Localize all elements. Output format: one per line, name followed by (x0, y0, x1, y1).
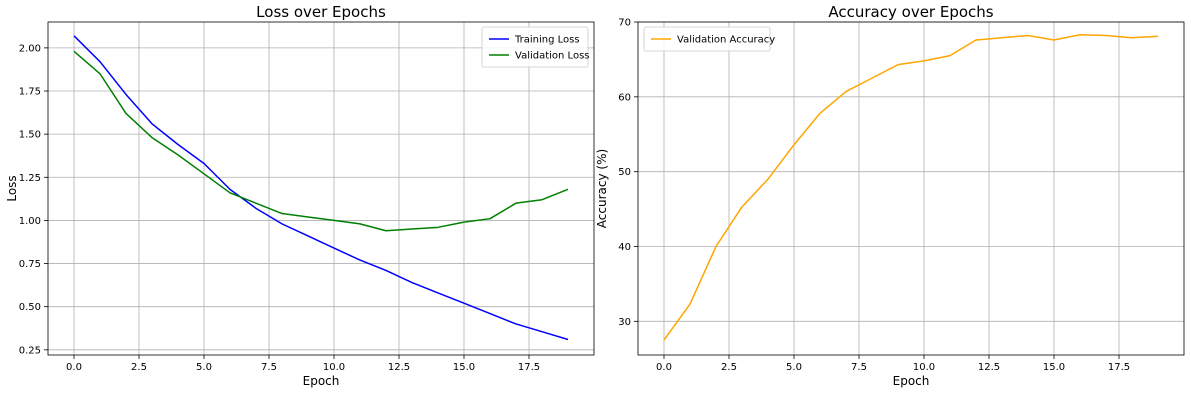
x-axis-label: Epoch (303, 374, 340, 388)
y-axis-label: Loss (5, 175, 19, 201)
chart-title: Accuracy over Epochs (828, 3, 993, 21)
chart-title: Loss over Epochs (256, 3, 386, 21)
chart-1: 0.0 2.5 5.0 7.5 10.0 12.5 15.0 17.5 0.25 0.50 0.75… (5, 3, 595, 388)
series-line-2 (73, 50, 569, 232)
y-tick-label: 2.00 (19, 43, 41, 54)
y-tick-label: 0.25 (19, 345, 41, 356)
y-tick-label: 1.00 (19, 216, 41, 227)
series-line-1 (663, 33, 1159, 341)
y-tick-label: 30 (618, 317, 631, 328)
x-tick-label: 5.0 (786, 362, 802, 373)
x-tick-label: 12.5 (978, 362, 1000, 373)
x-tick-label: 10.0 (323, 362, 345, 373)
y-tick-label: 1.50 (19, 130, 41, 141)
y-tick-label: 40 (618, 242, 631, 253)
legend: Training Loss Validation Loss (481, 26, 590, 68)
x-tick-label: 0.0 (656, 362, 672, 373)
legend-box (643, 26, 771, 52)
y-tick-label: 60 (618, 92, 631, 103)
plot-frame (637, 21, 1185, 356)
x-tick-label: 15.0 (453, 362, 475, 373)
y-tick-label: 50 (618, 167, 631, 178)
x-tick-label: 7.5 (261, 362, 277, 373)
y-axis-label: Accuracy (%) (595, 149, 609, 228)
y-tick-label: 0.75 (19, 259, 41, 270)
x-tick-label: 7.5 (851, 362, 867, 373)
legend: Validation Accuracy (643, 26, 775, 52)
x-tick-label: 5.0 (196, 362, 212, 373)
x-tick-label: 2.5 (721, 362, 737, 373)
series-line-1 (73, 35, 569, 341)
x-tick-label: 17.5 (1108, 362, 1130, 373)
y-tick-label: 70 (618, 18, 631, 29)
x-tick-label: 17.5 (518, 362, 540, 373)
y-tick-label: 1.25 (19, 173, 41, 184)
x-tick-label: 0.0 (66, 362, 82, 373)
legend-box (481, 26, 589, 68)
x-tick-label: 2.5 (131, 362, 147, 373)
x-tick-label: 12.5 (388, 362, 410, 373)
legend-label-2: Validation Loss (515, 51, 590, 62)
y-tick-label: 0.50 (19, 302, 41, 313)
y-tick-label: 1.75 (19, 87, 41, 98)
legend-label-1: Validation Accuracy (677, 35, 775, 46)
plot-frame (47, 21, 595, 356)
x-tick-label: 10.0 (913, 362, 935, 373)
chart-2: 0.0 2.5 5.0 7.5 10.0 12.5 15.0 17.5 30 40 50 60 70 Ac… (595, 3, 1185, 388)
legend-label-1: Training Loss (514, 35, 580, 46)
x-tick-label: 15.0 (1043, 362, 1065, 373)
x-axis-label: Epoch (893, 374, 930, 388)
